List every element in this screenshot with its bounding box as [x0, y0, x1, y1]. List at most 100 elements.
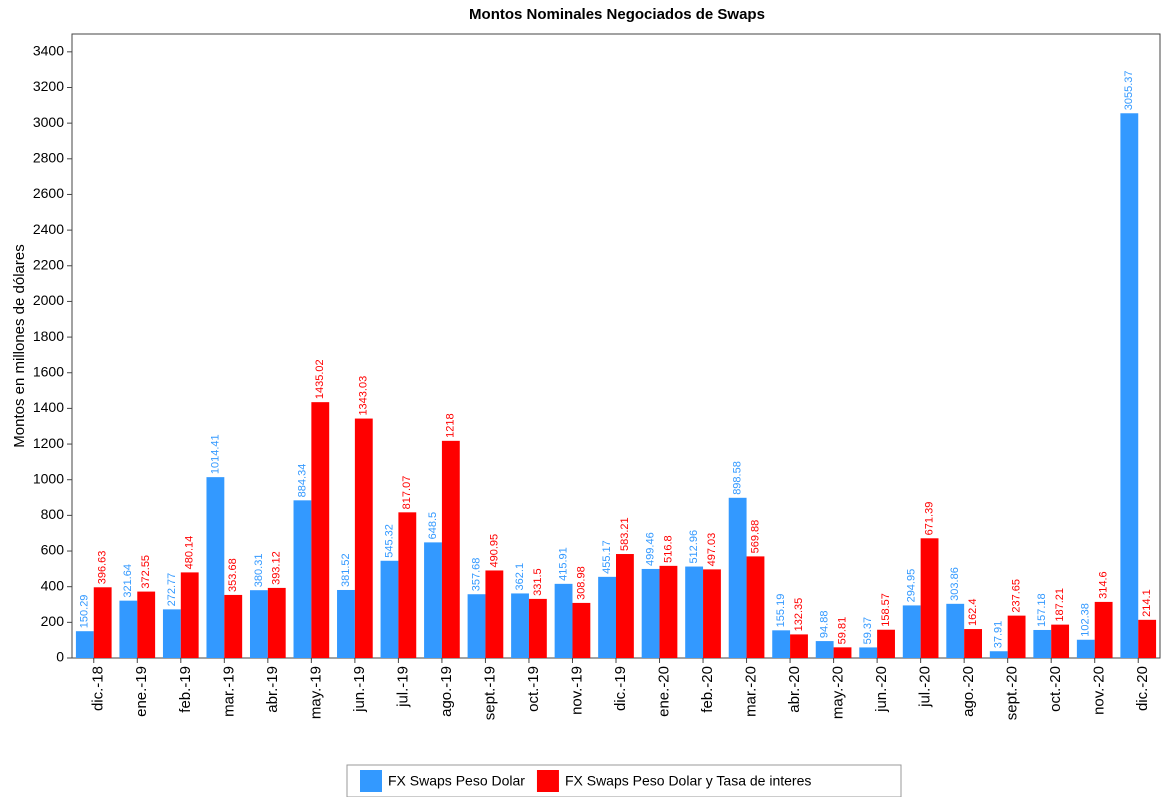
y-tick-label: 0: [56, 649, 64, 665]
bar: [380, 560, 399, 658]
bar: [746, 556, 765, 658]
bar: [877, 629, 895, 658]
y-tick-label: 1400: [33, 399, 64, 415]
data-label: 94.88: [819, 611, 831, 639]
data-label: 817.07: [401, 476, 413, 510]
bar: [293, 500, 312, 658]
bar: [337, 589, 355, 658]
bar: [528, 598, 547, 658]
data-label: 331.5: [532, 568, 544, 596]
bar: [815, 641, 834, 658]
bar: [920, 538, 939, 658]
data-label: 59.81: [836, 617, 848, 645]
data-label: 150.29: [79, 595, 91, 629]
bar: [616, 554, 634, 658]
bar: [162, 609, 181, 658]
bar: [659, 565, 678, 658]
data-label: 314.6: [1098, 571, 1110, 599]
bar: [1033, 629, 1052, 658]
x-tick-label: dic.-20: [1134, 666, 1151, 711]
y-tick-label: 3400: [33, 43, 64, 59]
bar: [424, 542, 442, 658]
bar: [859, 647, 878, 658]
x-tick-label: ago.-20: [960, 666, 977, 717]
data-label: 671.39: [923, 502, 935, 536]
bar: [790, 634, 808, 658]
data-label: 648.5: [427, 512, 439, 540]
bar: [989, 651, 1008, 658]
data-label: 272.77: [166, 573, 178, 607]
y-axis-label: Montos en millones de dólares: [11, 244, 28, 447]
x-tick-label: jul.-19: [394, 666, 411, 708]
data-label: 381.52: [340, 553, 352, 587]
x-tick-label: feb.-20: [699, 666, 716, 713]
x-tick-label: jul.-20: [917, 666, 934, 708]
bar: [703, 569, 721, 658]
data-label: 237.65: [1011, 579, 1023, 613]
y-tick-label: 2400: [33, 221, 64, 237]
x-tick-label: mar.-19: [220, 666, 237, 717]
bar: [267, 587, 286, 658]
bar: [1138, 619, 1157, 658]
data-label: 455.17: [601, 540, 613, 574]
bar: [902, 605, 921, 658]
bar: [354, 418, 373, 658]
data-label: 1218: [445, 413, 457, 437]
bar: [441, 440, 460, 658]
x-tick-label: may.-20: [830, 666, 847, 719]
bar: [119, 600, 138, 658]
y-tick-label: 2200: [33, 256, 64, 272]
bar: [572, 602, 591, 658]
data-label: 362.1: [514, 563, 526, 591]
data-label: 308.98: [575, 566, 587, 600]
x-tick-label: ene.-20: [655, 666, 672, 717]
bar: [1094, 601, 1113, 658]
data-label: 583.21: [619, 517, 631, 551]
bar: [1051, 624, 1070, 658]
data-label: 396.63: [97, 551, 109, 585]
x-tick-label: feb.-19: [177, 666, 194, 713]
y-tick-label: 1800: [33, 328, 64, 344]
bar: [1120, 113, 1139, 658]
bar: [398, 512, 417, 658]
data-label: 1435.02: [314, 359, 326, 399]
x-tick-label: sept.-20: [1004, 666, 1021, 720]
data-label: 162.4: [967, 599, 979, 627]
legend-box: [346, 764, 902, 797]
bar: [224, 594, 243, 658]
data-label: 214.1: [1141, 589, 1153, 617]
bar: [206, 477, 225, 658]
y-tick-label: 800: [41, 506, 65, 522]
data-label: 102.38: [1080, 603, 1092, 637]
x-tick-label: oct.-20: [1047, 666, 1064, 712]
x-tick-label: sept.-19: [481, 666, 498, 720]
bar: [75, 631, 94, 658]
x-tick-label: may.-19: [307, 666, 324, 719]
data-label: 490.95: [488, 534, 500, 568]
x-tick-label: mar.-20: [743, 666, 760, 717]
bar: [1007, 615, 1026, 658]
data-label: 157.18: [1036, 593, 1048, 627]
y-tick-label: 2000: [33, 292, 64, 308]
data-label: 158.57: [880, 593, 892, 627]
y-tick-label: 2800: [33, 150, 64, 166]
x-tick-label: nov.-20: [1091, 666, 1108, 715]
data-label: 294.95: [906, 569, 918, 603]
data-label: 393.12: [271, 551, 283, 585]
y-tick-label: 400: [41, 577, 65, 593]
legend-label: FX Swaps Peso Dolar: [388, 773, 525, 789]
data-label: 303.86: [949, 567, 961, 601]
data-label: 480.14: [184, 536, 196, 570]
data-label: 516.8: [662, 535, 674, 563]
x-tick-label: abr.-20: [786, 666, 803, 713]
data-label: 545.32: [383, 524, 395, 558]
data-label: 3055.37: [1123, 71, 1135, 111]
data-label: 884.34: [296, 464, 308, 498]
legend-swatch: [536, 770, 559, 792]
data-label: 512.96: [688, 530, 700, 564]
data-label: 357.68: [470, 558, 482, 592]
bar: [772, 630, 791, 658]
bar: [311, 402, 330, 658]
data-label: 353.68: [227, 558, 239, 592]
